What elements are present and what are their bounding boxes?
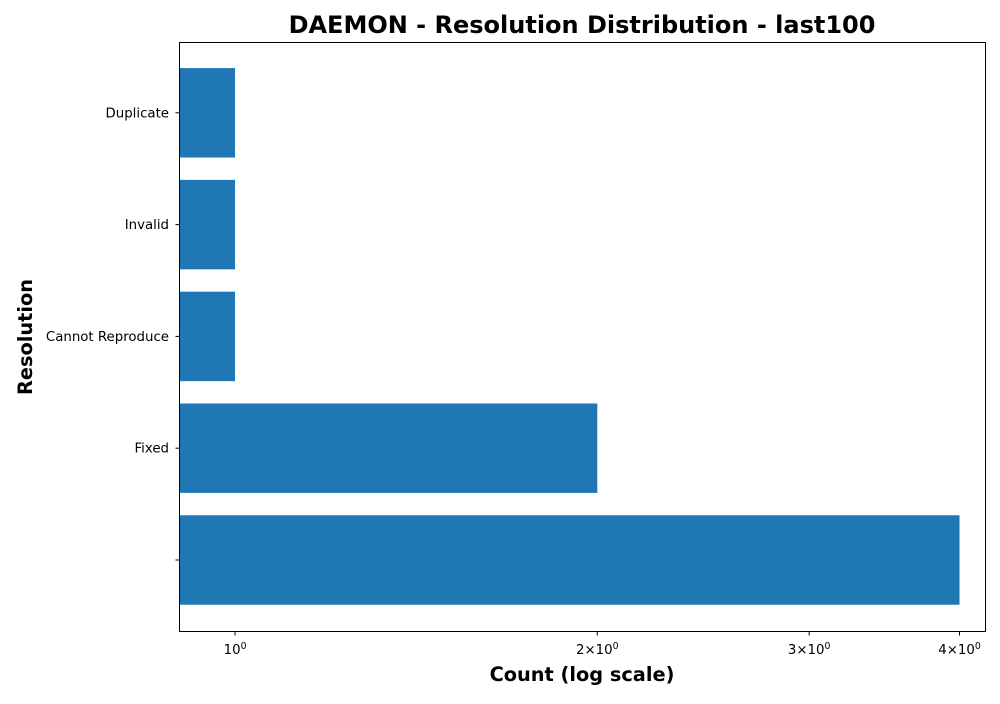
plot-frame (179, 42, 986, 632)
bars-layer (180, 68, 960, 605)
y-ticks-layer: Fixed Cannot Reproduce Invalid Duplicate (46, 106, 180, 561)
y-tick-label: Cannot Reproduce (46, 330, 169, 345)
x-tick-label: 3×100 (788, 641, 831, 658)
bar (180, 403, 598, 493)
y-tick-label: Invalid (125, 218, 169, 233)
y-tick-label: Fixed (134, 442, 169, 457)
x-tick-label: 2×100 (576, 641, 619, 658)
bar (180, 68, 236, 158)
bar (180, 291, 236, 382)
x-axis-label: Count (log scale) (490, 663, 675, 686)
x-tick-label: 100 (224, 641, 247, 658)
bar (180, 515, 960, 605)
y-axis-label: Resolution (14, 279, 37, 395)
x-tick-label: 4×100 (938, 641, 981, 658)
chart-title: DAEMON - Resolution Distribution - last1… (289, 11, 876, 39)
y-tick-label: Duplicate (106, 106, 170, 121)
x-ticks-layer: 100 2×100 3×100 4×100 (224, 631, 981, 658)
bar (180, 179, 236, 270)
